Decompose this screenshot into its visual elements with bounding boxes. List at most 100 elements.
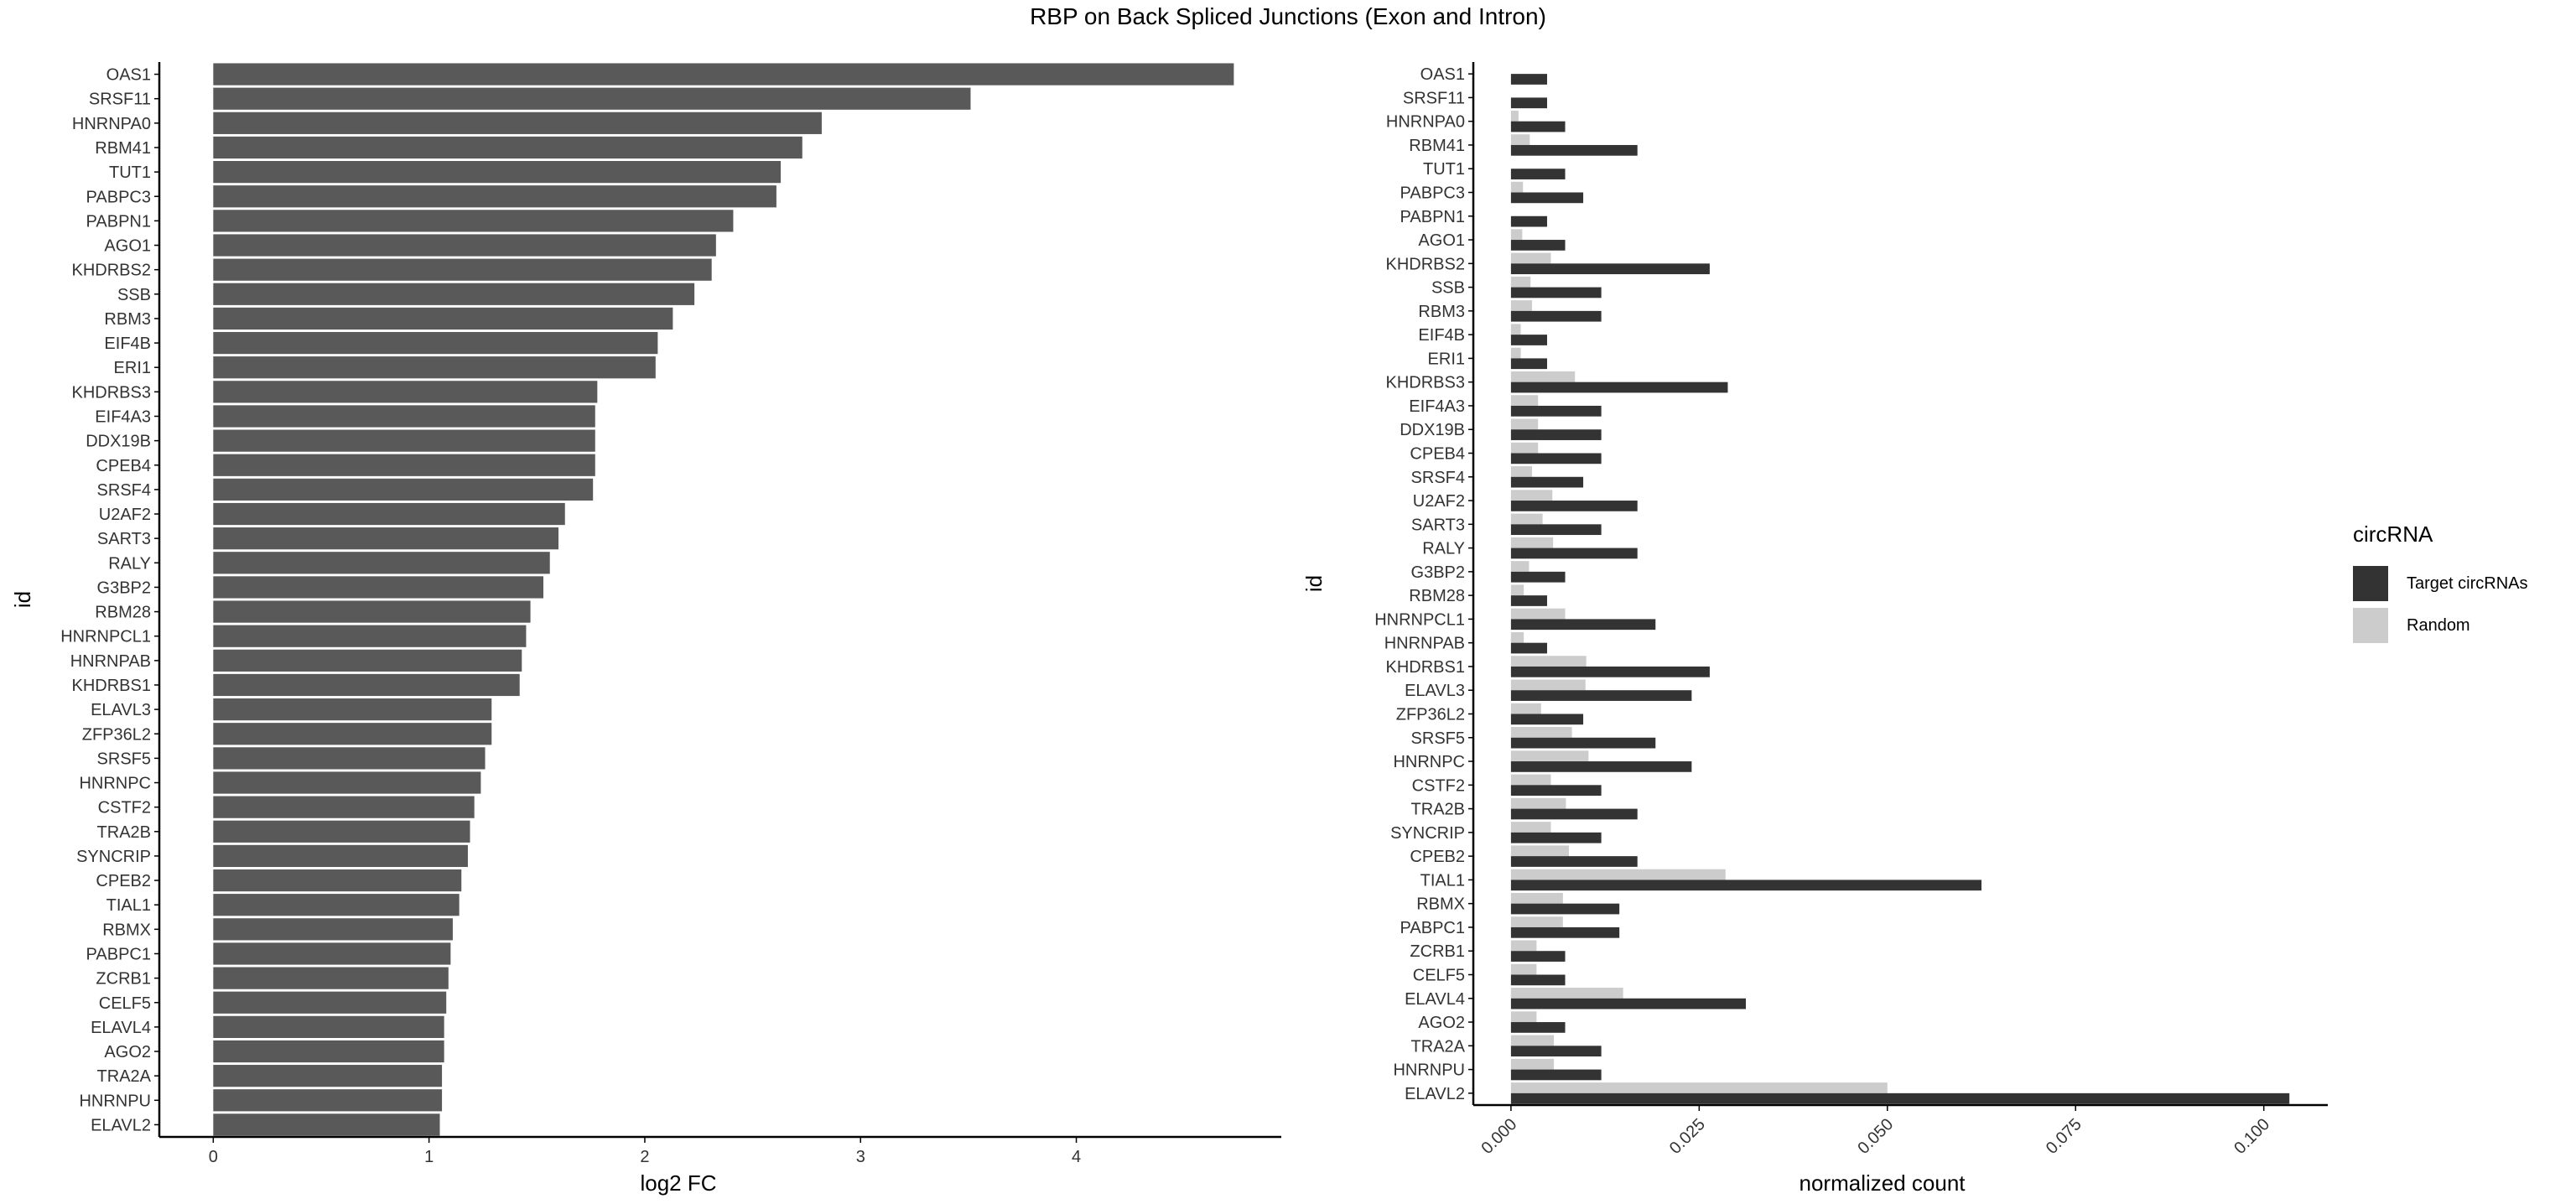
bar-RBM3 [213, 307, 673, 330]
y-tick-label: RBMX [1416, 895, 1465, 914]
bar-target-U2AF2 [1510, 501, 1638, 511]
bar-target-CELF5 [1510, 974, 1566, 986]
bar-random-SART3 [1510, 513, 1543, 525]
bar-target-ZCRB1 [1510, 951, 1566, 962]
bar-random-RBM28 [1510, 584, 1524, 596]
y-tick-label: RBM28 [1409, 587, 1465, 605]
y-tick-label: ELAVL3 [1405, 682, 1465, 700]
bar-target-TRA2B [1510, 808, 1638, 820]
chart-title: RBP on Back Spliced Junctions (Exon and … [1030, 3, 1546, 29]
y-tick-label: TRA2A [97, 1067, 152, 1086]
y-tick-label: KHDRBS1 [72, 677, 151, 695]
bar-random-HNRNPA0 [1510, 110, 1519, 122]
bar-random-TRA2A [1510, 1035, 1555, 1046]
bar-SSB [213, 283, 695, 305]
bar-RALY [213, 552, 550, 574]
y-tick-label: ELAVL3 [91, 701, 151, 719]
bar-random-ZCRB1 [1510, 940, 1537, 952]
y-tick-label: HNRNPAB [1384, 635, 1465, 653]
x-axis-title: normalized count [1800, 1170, 1966, 1196]
y-tick-label: CSTF2 [98, 799, 151, 817]
bar-random-SRSF4 [1510, 466, 1533, 477]
y-tick-label: OAS1 [1420, 65, 1465, 84]
bar-PABPN1 [213, 210, 734, 232]
bar-random-ZFP36L2 [1510, 703, 1541, 714]
y-tick-label: DDX19B [86, 433, 151, 451]
bar-random-SYNCRIP [1510, 822, 1551, 833]
bar-EIF4A3 [213, 405, 595, 428]
bar-target-TUT1 [1510, 169, 1566, 179]
y-tick-label: ERI1 [114, 359, 151, 377]
bar-target-RALY [1510, 548, 1638, 559]
y-tick-label: TUT1 [109, 163, 151, 182]
bar-HNRNPU [213, 1089, 443, 1112]
x-tick-label: 2 [640, 1148, 649, 1166]
y-tick-label: KHDRBS2 [72, 262, 151, 280]
y-tick-label: DDX19B [1400, 421, 1465, 439]
y-tick-label: HNRNPCL1 [1374, 610, 1465, 629]
x-tick-label: 0.075 [2043, 1115, 2085, 1158]
bar-OAS1 [213, 63, 1234, 86]
bar-target-RBM3 [1510, 310, 1602, 322]
bar-target-EIF4B [1510, 335, 1547, 345]
bar-PABPC3 [213, 185, 776, 208]
y-tick-label: CSTF2 [1412, 776, 1465, 795]
bar-ELAVL3 [213, 698, 492, 721]
x-tick-label: 0.100 [2231, 1115, 2273, 1158]
y-tick-label: SART3 [1411, 516, 1465, 534]
legend-item-random: Random [2353, 605, 2563, 646]
y-tick-label: RALY [1422, 540, 1465, 558]
y-tick-label: SRSF11 [89, 91, 151, 109]
bar-G3BP2 [213, 576, 544, 599]
bar-TUT1 [213, 161, 782, 184]
bar-random-ELAVL2 [1510, 1082, 1888, 1093]
y-tick-label: TRA2A [1411, 1037, 1466, 1056]
y-tick-label: SRSF5 [1411, 729, 1465, 748]
y-tick-label: TUT1 [1423, 160, 1465, 179]
bar-random-HNRNPCL1 [1510, 608, 1566, 620]
y-tick-label: SYNCRIP [1390, 824, 1465, 843]
y-tick-label: RALY [108, 554, 151, 573]
y-tick-label: PABPN1 [1400, 208, 1465, 226]
bar-random-TIAL1 [1510, 869, 1726, 880]
y-tick-label: CELF5 [99, 994, 151, 1013]
y-tick-label: U2AF2 [1413, 492, 1465, 511]
y-tick-label: SSB [117, 286, 151, 304]
bar-SRSF4 [213, 478, 594, 501]
bar-target-SYNCRIP [1510, 832, 1602, 843]
y-tick-label: AGO2 [1418, 1014, 1465, 1032]
bar-U2AF2 [213, 502, 565, 526]
bar-target-TIAL1 [1510, 880, 1982, 891]
y-tick-label: ZCRB1 [1410, 942, 1465, 961]
bar-target-PABPN1 [1510, 215, 1547, 227]
y-tick-label: RBM3 [1418, 303, 1465, 321]
x-tick-label: 1 [424, 1148, 434, 1166]
y-tick-label: TRA2B [97, 823, 151, 842]
x-axis-title: log2 FC [640, 1170, 716, 1196]
legend-swatch-target [2353, 566, 2388, 601]
y-tick-label: HNRNPA0 [1386, 113, 1465, 132]
bar-random-PABPC3 [1510, 181, 1524, 193]
y-tick-label: KHDRBS2 [1386, 255, 1465, 273]
bar-random-HNRNPAB [1510, 631, 1524, 643]
bar-random-RBM41 [1510, 134, 1530, 145]
bar-TIAL1 [213, 894, 460, 916]
y-tick-label: SRSF11 [1403, 89, 1465, 107]
y-tick-label: SART3 [97, 530, 151, 548]
bar-target-HNRNPCL1 [1510, 619, 1656, 631]
bar-random-DDX19B [1510, 418, 1539, 430]
bar-random-U2AF2 [1510, 490, 1553, 501]
bar-random-RBM3 [1510, 300, 1533, 311]
bar-RBM28 [213, 600, 531, 623]
y-tick-label: SSB [1431, 279, 1465, 298]
bar-SYNCRIP [213, 844, 468, 868]
y-tick-label: EIF4A3 [1409, 397, 1465, 416]
y-tick-label: SRSF4 [1411, 469, 1465, 487]
legend: circRNA Target circRNAs Random [2353, 522, 2563, 646]
x-tick-label: 0 [209, 1148, 218, 1166]
bar-random-KHDRBS1 [1510, 656, 1587, 667]
y-axis-title: id [1301, 575, 1327, 592]
bar-AGO1 [213, 234, 716, 257]
y-tick-label: ERI1 [1428, 350, 1465, 368]
y-tick-label: ELAVL2 [91, 1116, 151, 1134]
